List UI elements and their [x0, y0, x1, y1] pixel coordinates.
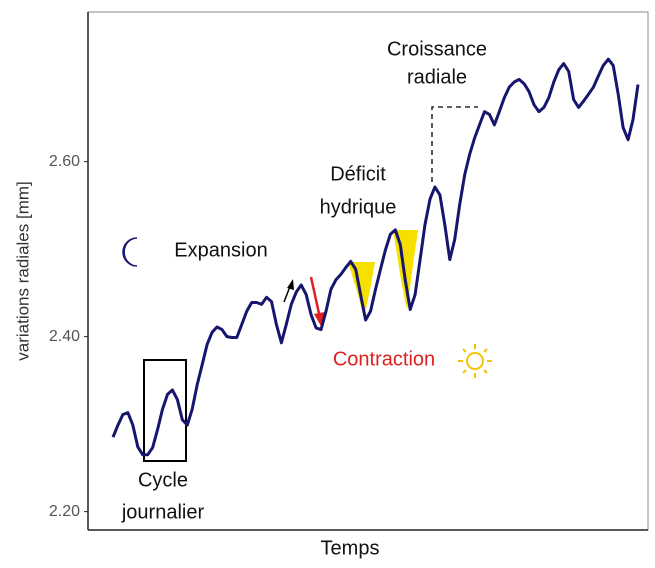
moon-icon: [122, 237, 138, 267]
annotation: Croissance: [387, 38, 487, 60]
annotation: journalier: [121, 501, 205, 523]
growth-marker: [431, 106, 478, 182]
contraction-arrow: [309, 276, 322, 319]
y-tick-label: 2.60: [49, 153, 80, 170]
data-line: [111, 57, 640, 457]
y-tick-label: 2.20: [49, 503, 80, 520]
annotation: Expansion: [174, 239, 267, 261]
annotation: Déficit: [330, 163, 386, 185]
y-axis-label: variations radiales [mm]: [13, 181, 32, 361]
cycle-box: [143, 359, 187, 462]
deficit-fill: [348, 262, 375, 318]
annotation: hydrique: [320, 196, 397, 218]
x-axis-label: Temps: [321, 537, 380, 559]
deficit-fill: [393, 230, 418, 310]
y-tick-label: 2.40: [49, 328, 80, 345]
sun-icon: [458, 344, 492, 378]
annotation: radiale: [407, 66, 467, 88]
annotation: Cycle: [138, 469, 188, 491]
annotation: Contraction: [333, 348, 435, 370]
expansion-arrowhead: [287, 279, 294, 290]
